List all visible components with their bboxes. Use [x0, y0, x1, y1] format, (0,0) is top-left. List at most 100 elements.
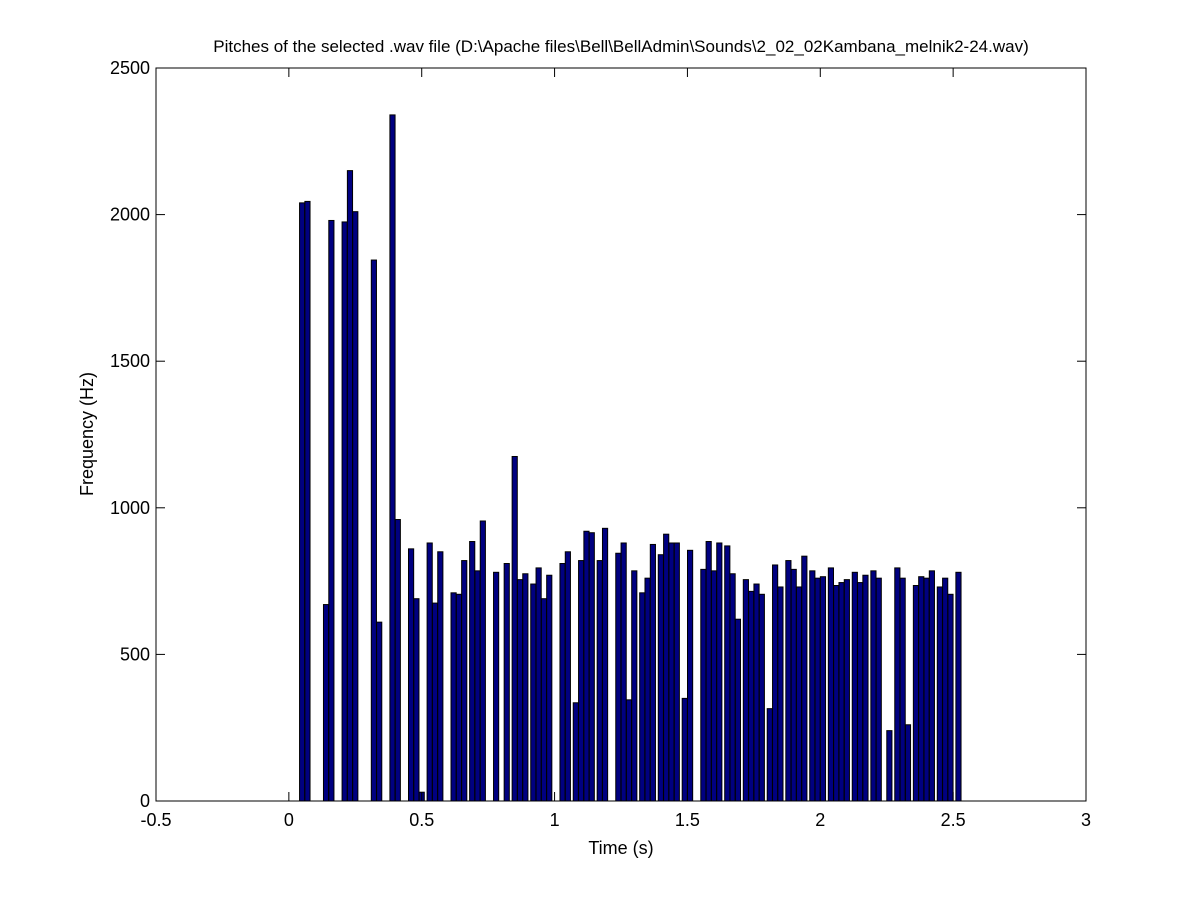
bar — [588, 532, 595, 802]
x-tick-label: -0.5 — [140, 810, 171, 830]
bar — [657, 554, 664, 802]
bar — [928, 570, 935, 802]
bar — [923, 577, 930, 802]
bar — [851, 571, 858, 802]
bar — [734, 618, 741, 802]
bar — [559, 563, 566, 802]
bar — [716, 542, 723, 802]
y-tick-label: 1500 — [110, 351, 150, 371]
bar — [540, 598, 548, 802]
bar — [724, 545, 731, 802]
bar — [631, 570, 638, 802]
bar — [710, 570, 718, 802]
bar — [899, 577, 906, 802]
bar — [833, 584, 840, 802]
bar — [838, 582, 845, 802]
bar — [516, 579, 524, 802]
y-tick-label: 1000 — [110, 498, 150, 518]
bar — [431, 602, 439, 802]
bar — [955, 571, 962, 802]
bar — [346, 170, 354, 802]
x-tick-label: 0.5 — [409, 810, 434, 830]
bar — [809, 570, 816, 802]
bar — [511, 455, 518, 802]
bar — [535, 567, 542, 802]
bar — [705, 541, 712, 802]
bar — [408, 548, 415, 802]
y-axis-label: Frequency (Hz) — [77, 372, 97, 496]
bar — [827, 567, 834, 802]
bar — [814, 577, 821, 802]
bar — [503, 563, 510, 802]
bar — [894, 567, 901, 802]
bar — [639, 592, 646, 802]
bar — [461, 560, 468, 802]
bar — [426, 542, 433, 802]
x-tick-label: 2.5 — [941, 810, 966, 830]
bar — [469, 541, 476, 802]
bar — [328, 219, 335, 802]
bar — [663, 533, 670, 802]
bar — [700, 568, 707, 802]
bar — [687, 549, 694, 802]
bar — [564, 551, 571, 802]
bar — [394, 519, 401, 802]
bar — [341, 221, 348, 802]
bar — [936, 586, 943, 802]
bar — [904, 724, 912, 802]
bar — [583, 530, 590, 802]
bar — [615, 552, 622, 802]
y-tick-label: 0 — [140, 791, 150, 811]
bar — [620, 542, 627, 802]
bar — [450, 592, 457, 802]
bar — [479, 520, 486, 802]
bar — [875, 577, 882, 802]
bar — [785, 560, 792, 802]
bar — [918, 576, 925, 802]
bar — [942, 577, 949, 802]
bar — [389, 114, 396, 802]
bar — [870, 570, 877, 802]
bar — [413, 598, 420, 802]
bar — [729, 573, 736, 802]
y-tick-label: 500 — [120, 644, 150, 664]
bar — [437, 551, 444, 802]
x-tick-label: 3 — [1081, 810, 1091, 830]
bar — [572, 702, 579, 802]
bar — [748, 590, 755, 802]
bar — [352, 211, 359, 802]
bar — [530, 583, 537, 802]
bar — [886, 730, 893, 802]
bar — [742, 579, 749, 802]
bar — [625, 699, 633, 802]
bar — [304, 200, 311, 802]
x-tick-label: 2 — [815, 810, 825, 830]
bar — [912, 584, 920, 802]
x-axis-label: Time (s) — [588, 838, 653, 858]
x-tick-label: 1 — [550, 810, 560, 830]
axes-box — [155, 67, 1087, 802]
bar — [843, 579, 850, 802]
bar — [681, 697, 688, 802]
bar — [578, 560, 585, 802]
bar — [596, 560, 603, 802]
bar — [493, 571, 500, 802]
y-tick-label: 2000 — [110, 205, 150, 225]
bar — [601, 527, 609, 802]
bar — [758, 593, 765, 802]
bar — [862, 574, 869, 802]
bar — [668, 542, 675, 802]
bar — [299, 202, 306, 802]
x-tick-label: 0 — [284, 810, 294, 830]
bar — [455, 593, 462, 802]
bar — [649, 543, 656, 802]
bar — [546, 574, 553, 802]
bar — [777, 586, 784, 802]
bar — [819, 576, 827, 802]
bar — [753, 583, 760, 802]
bar — [644, 577, 651, 802]
bar — [376, 621, 383, 802]
x-tick-label: 1.5 — [675, 810, 700, 830]
